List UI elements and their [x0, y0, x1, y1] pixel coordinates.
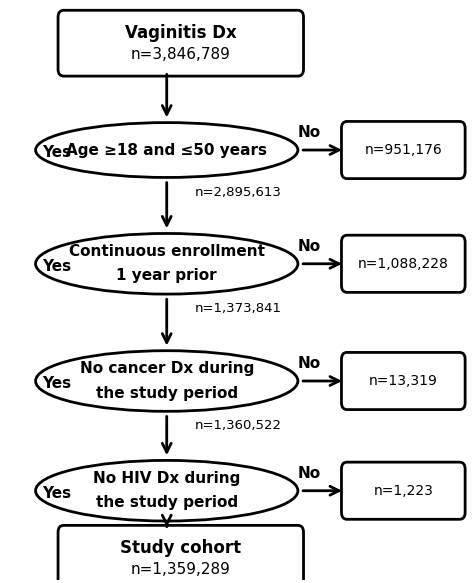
Text: Yes: Yes [42, 145, 71, 160]
Text: the study period: the study period [96, 385, 238, 401]
Text: n=951,176: n=951,176 [365, 143, 442, 157]
Text: No: No [298, 356, 321, 371]
FancyBboxPatch shape [58, 525, 303, 583]
Text: No HIV Dx during: No HIV Dx during [93, 471, 240, 486]
Ellipse shape [36, 461, 298, 521]
Text: n=3,846,789: n=3,846,789 [131, 47, 231, 62]
FancyBboxPatch shape [341, 352, 465, 410]
Text: Vaginitis Dx: Vaginitis Dx [125, 24, 237, 42]
Text: No: No [298, 239, 321, 254]
Ellipse shape [36, 351, 298, 412]
FancyBboxPatch shape [341, 235, 465, 292]
Text: n=13,319: n=13,319 [369, 374, 438, 388]
Text: Yes: Yes [42, 377, 71, 391]
FancyBboxPatch shape [341, 121, 465, 178]
Text: n=2,895,613: n=2,895,613 [195, 185, 282, 199]
FancyBboxPatch shape [341, 462, 465, 519]
Text: No cancer Dx during: No cancer Dx during [80, 361, 254, 377]
Text: No: No [298, 125, 321, 140]
Text: n=1,223: n=1,223 [374, 484, 433, 498]
Text: No: No [298, 466, 321, 481]
Ellipse shape [36, 233, 298, 294]
Text: Yes: Yes [42, 486, 71, 501]
Ellipse shape [36, 122, 298, 177]
Text: 1 year prior: 1 year prior [117, 268, 217, 283]
Text: Age ≥18 and ≤50 years: Age ≥18 and ≤50 years [66, 142, 267, 157]
FancyBboxPatch shape [58, 10, 303, 76]
Text: n=1,373,841: n=1,373,841 [195, 303, 282, 315]
Text: Continuous enrollment: Continuous enrollment [69, 244, 265, 259]
Text: n=1,359,289: n=1,359,289 [131, 563, 231, 577]
Text: the study period: the study period [96, 496, 238, 510]
Text: n=1,088,228: n=1,088,228 [358, 257, 449, 271]
Text: Yes: Yes [42, 259, 71, 274]
Text: n=1,360,522: n=1,360,522 [195, 419, 282, 432]
Text: Study cohort: Study cohort [120, 539, 241, 557]
